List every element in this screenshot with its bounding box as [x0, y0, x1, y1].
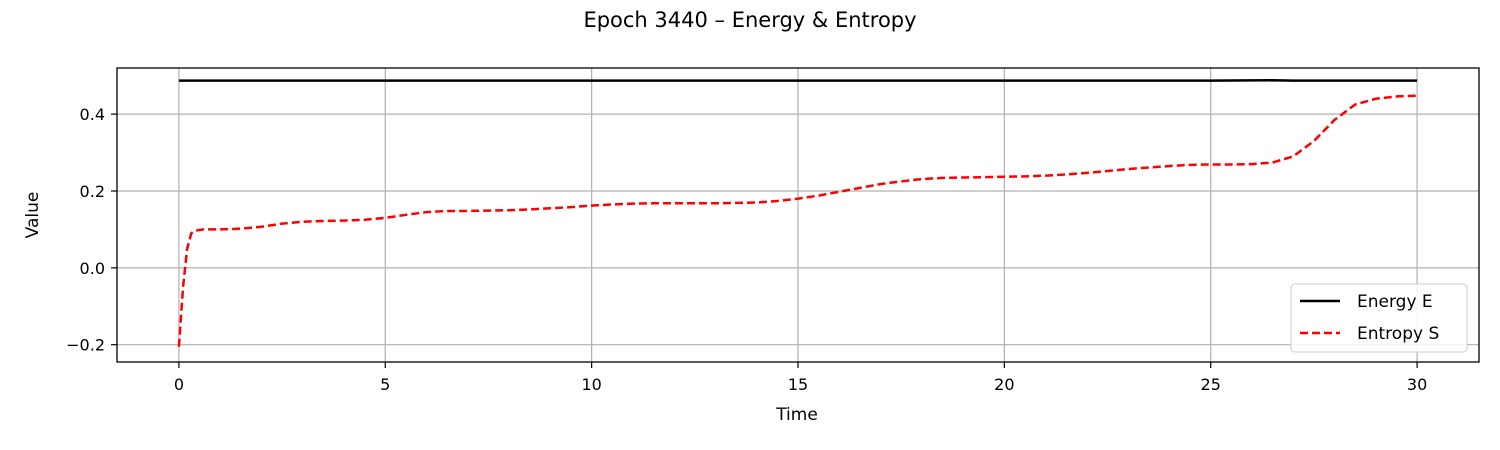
x-tick-label: 0	[174, 375, 184, 394]
legend: Energy E Entropy S	[1290, 283, 1468, 353]
y-axis-label: Value	[23, 192, 43, 239]
y-tick-label: 0.2	[80, 182, 105, 201]
y-tick-label: −0.2	[66, 336, 105, 355]
x-tick-label: 10	[581, 375, 601, 394]
legend-label-energy: Energy E	[1357, 292, 1433, 312]
x-tick-label: 30	[1407, 375, 1427, 394]
x-tick-label: 20	[994, 375, 1014, 394]
y-tick-label: 0.0	[80, 259, 105, 278]
series-lines	[177, 79, 1418, 347]
legend-label-entropy: Entropy S	[1357, 324, 1439, 344]
x-tick-label: 25	[1201, 375, 1221, 394]
x-axis-label: Time	[775, 405, 818, 425]
axis-ticks: 0 5 10 15 20 25 30 −0.2 0.0 0.2 0.4	[66, 105, 1427, 394]
grid-lines	[117, 68, 1479, 362]
x-tick-label: 15	[788, 375, 808, 394]
y-tick-label: 0.4	[80, 105, 105, 124]
series-line-entropy	[177, 94, 1418, 347]
chart-title: Epoch 3440 – Energy & Entropy	[583, 8, 916, 32]
x-tick-label: 5	[380, 375, 390, 394]
